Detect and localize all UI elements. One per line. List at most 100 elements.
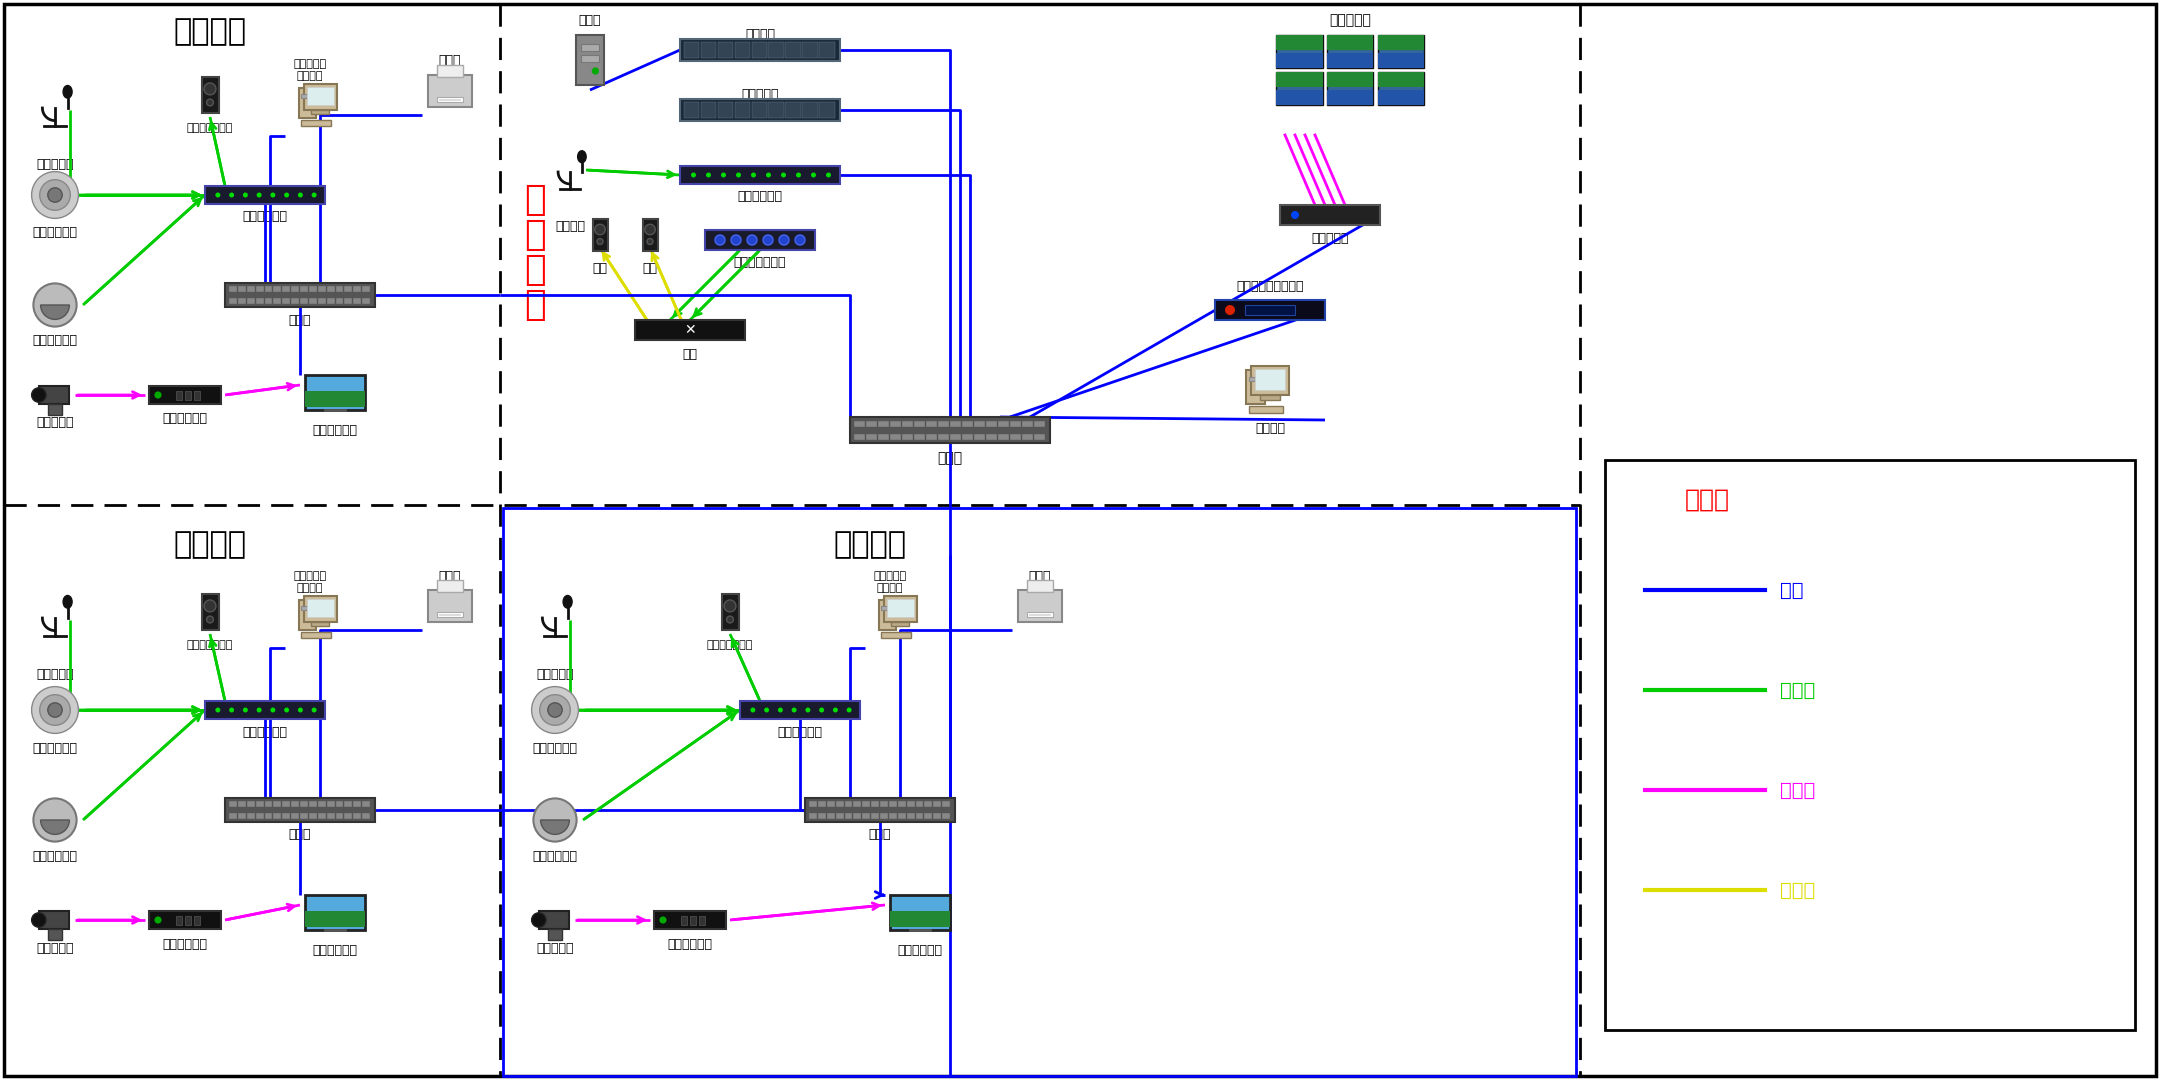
Bar <box>205 701 324 719</box>
Bar <box>311 622 328 626</box>
Bar <box>680 39 840 60</box>
Circle shape <box>724 600 737 612</box>
Bar <box>680 166 840 184</box>
Bar <box>689 916 696 924</box>
Bar <box>326 813 335 819</box>
Circle shape <box>270 707 274 713</box>
Bar <box>907 801 914 807</box>
Bar <box>175 916 181 924</box>
Bar <box>786 102 801 118</box>
Bar <box>1246 370 1266 404</box>
Bar <box>801 102 819 118</box>
Bar <box>255 801 264 807</box>
Text: 刻录机: 刻录机 <box>579 14 600 27</box>
Circle shape <box>767 173 771 177</box>
Bar <box>335 813 343 819</box>
Circle shape <box>594 225 605 234</box>
Bar <box>881 606 894 610</box>
Bar <box>985 420 998 427</box>
Bar <box>538 912 570 929</box>
Bar <box>1277 91 1322 105</box>
Text: 挥: 挥 <box>525 218 546 252</box>
Bar <box>201 77 218 112</box>
Circle shape <box>825 173 832 177</box>
Bar <box>229 298 238 303</box>
Circle shape <box>229 707 233 713</box>
Bar <box>246 286 255 292</box>
Bar <box>300 801 309 807</box>
Text: 嵌入式视频卡: 嵌入式视频卡 <box>162 413 207 426</box>
Bar <box>685 42 700 58</box>
Bar <box>1028 612 1052 617</box>
Bar <box>238 813 246 819</box>
Bar <box>225 283 376 307</box>
Bar <box>853 801 862 807</box>
Bar <box>769 42 784 58</box>
Circle shape <box>730 235 741 245</box>
Text: 数字音频声卡: 数字音频声卡 <box>778 726 823 739</box>
Text: 音箱线: 音箱线 <box>1780 880 1814 900</box>
Text: 监听室有源音箱: 监听室有源音箱 <box>186 640 233 650</box>
Text: 各份服务器: 各份服务器 <box>741 89 780 102</box>
Circle shape <box>298 192 302 198</box>
Circle shape <box>726 616 734 623</box>
Bar <box>866 433 877 440</box>
Text: 语音转化文字服务器: 语音转化文字服务器 <box>1236 280 1305 293</box>
Text: 指挥话筒: 指挥话筒 <box>555 220 585 233</box>
Bar <box>836 813 845 819</box>
Bar <box>862 801 870 807</box>
Bar <box>879 600 896 630</box>
Circle shape <box>765 707 769 713</box>
Bar <box>1378 35 1423 68</box>
Text: 音箱: 音箱 <box>642 261 657 274</box>
Bar <box>933 801 942 807</box>
Bar <box>890 813 896 819</box>
Bar <box>950 420 961 427</box>
Circle shape <box>791 707 797 713</box>
Bar <box>318 801 326 807</box>
Text: 交换机: 交换机 <box>289 313 311 326</box>
Bar <box>827 813 834 819</box>
Circle shape <box>782 173 786 177</box>
Bar <box>194 391 201 400</box>
Bar <box>1277 72 1322 87</box>
Bar <box>1277 35 1322 68</box>
Circle shape <box>48 703 63 717</box>
Bar <box>274 298 281 303</box>
Bar <box>927 420 937 427</box>
Bar <box>292 286 298 292</box>
Circle shape <box>715 235 726 245</box>
Text: 监听室监视器: 监听室监视器 <box>313 423 359 436</box>
Text: 监听室监视器: 监听室监视器 <box>899 944 942 957</box>
Bar <box>680 916 687 924</box>
Bar <box>283 298 289 303</box>
Text: 音箱: 音箱 <box>592 261 607 274</box>
Bar <box>549 929 562 940</box>
Circle shape <box>778 707 782 713</box>
Bar <box>292 801 298 807</box>
Bar <box>318 813 326 819</box>
Circle shape <box>32 388 45 402</box>
Bar <box>238 286 246 292</box>
Bar <box>883 596 916 622</box>
Bar <box>354 286 361 292</box>
Bar <box>305 391 365 407</box>
Bar <box>326 298 335 303</box>
Bar <box>942 801 950 807</box>
Bar <box>717 102 732 118</box>
Bar <box>307 599 333 618</box>
Bar <box>890 801 896 807</box>
Text: 交换机: 交换机 <box>937 451 963 465</box>
Bar <box>363 813 369 819</box>
Text: 监听室话筒: 监听室话筒 <box>37 669 73 681</box>
Bar <box>1326 91 1374 105</box>
Bar <box>255 298 264 303</box>
Text: 中: 中 <box>525 253 546 287</box>
Circle shape <box>797 173 801 177</box>
Bar <box>721 594 739 630</box>
Bar <box>734 42 750 58</box>
Bar <box>890 912 950 927</box>
Bar <box>734 102 750 118</box>
Bar <box>914 420 924 427</box>
Bar <box>862 813 870 819</box>
